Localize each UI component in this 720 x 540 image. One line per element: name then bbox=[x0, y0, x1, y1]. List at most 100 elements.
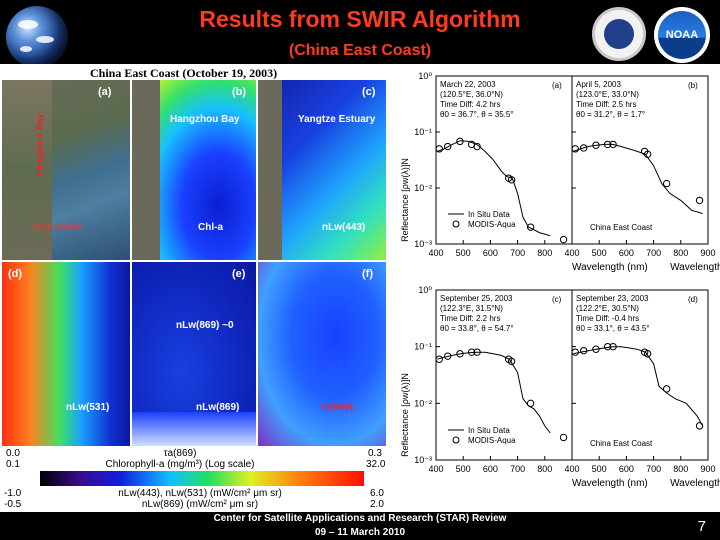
modis-point bbox=[579, 144, 588, 152]
legend-label: In Situ Data bbox=[468, 426, 510, 435]
legend-label: In Situ Data bbox=[468, 210, 510, 219]
modis-point bbox=[559, 433, 568, 442]
x-tick-label: 500 bbox=[592, 464, 607, 474]
x-tick-label: 700 bbox=[510, 248, 525, 258]
panel-b-name: Chl-a bbox=[198, 222, 223, 233]
y-tick-label: 10⁻¹ bbox=[414, 342, 432, 352]
colorbar-row4-left: -0.5 bbox=[4, 499, 22, 510]
chart-annotation: China East Coast bbox=[590, 223, 653, 232]
x-tick-label: 500 bbox=[592, 248, 607, 258]
chart-header-line: (122.3°E, 31.5°N) bbox=[440, 304, 503, 313]
x-tick-label: 800 bbox=[673, 248, 688, 258]
chart-header-line: θ0 = 33.1°, θ = 43.5° bbox=[576, 324, 650, 333]
legend-label: MODIS-Aqua bbox=[468, 220, 516, 229]
modis-point bbox=[526, 223, 535, 231]
panel-c-name: nLw(443) bbox=[322, 222, 366, 233]
chart-frame bbox=[571, 289, 709, 461]
y-tick-label: 10⁻¹ bbox=[414, 127, 432, 137]
x-axis-label: Wavelength (nm) bbox=[572, 262, 648, 273]
modis-point bbox=[571, 145, 579, 153]
panel-b-chl-a: (b) Hangzhou Bay Chl-a bbox=[132, 80, 256, 260]
modis-point bbox=[435, 355, 443, 363]
colorbar-row4-label: nLw(869) (mW/cm² μm sr) bbox=[142, 499, 258, 510]
footer: Center for Satellite Applications and Re… bbox=[0, 512, 720, 540]
figure-caption: China East Coast (October 19, 2003) bbox=[90, 66, 278, 80]
modis-point bbox=[507, 176, 516, 184]
x-tick-label: 600 bbox=[483, 464, 498, 474]
colorbar-row1-label: τa(869) bbox=[164, 448, 197, 459]
panel-e-letter: (e) bbox=[232, 268, 246, 280]
modis-point bbox=[443, 352, 452, 360]
colorbar-row3-right: 6.0 bbox=[370, 488, 384, 499]
page-number: 7 bbox=[697, 518, 706, 535]
x-tick-label: 400 bbox=[428, 464, 443, 474]
colorbar-row2-left: 0.1 bbox=[6, 459, 20, 470]
footer-line-2: 09 – 11 March 2010 bbox=[314, 527, 406, 538]
x-tick-label: 600 bbox=[619, 248, 634, 258]
panel-d-letter: (d) bbox=[8, 268, 23, 280]
legend-marker bbox=[452, 220, 460, 228]
chart-header-line: Time Diff: 2.2 hrs bbox=[440, 314, 500, 323]
chart-header-line: Time Diff: -0.4 hrs bbox=[576, 314, 639, 323]
modis-point bbox=[592, 141, 600, 149]
modis-point bbox=[435, 145, 443, 153]
colorbar-gradient bbox=[40, 471, 364, 486]
panel-e-annotation: nLw(869) ~0 bbox=[176, 320, 234, 331]
in-situ-line bbox=[437, 351, 551, 434]
x-tick-label: 900 bbox=[700, 248, 715, 258]
y-tick-label: 10⁻² bbox=[414, 183, 432, 193]
panel-d-name: nLw(531) bbox=[66, 402, 110, 413]
x-tick-label: 700 bbox=[646, 464, 661, 474]
panel-c-annotation: Yangtze Estuary bbox=[298, 114, 376, 125]
chart-header-line: September 25, 2003 bbox=[440, 294, 513, 303]
x-tick-label: 600 bbox=[619, 464, 634, 474]
y-axis-label: Reflectance [ρw(λ)]N bbox=[400, 158, 410, 242]
in-situ-line bbox=[573, 346, 704, 427]
modis-point bbox=[473, 348, 481, 356]
chart-frame bbox=[435, 75, 573, 245]
panel-a-true-color: (a) Hangzhou Bay True Color bbox=[2, 80, 130, 260]
modis-point bbox=[603, 140, 612, 149]
legend-label: MODIS-Aqua bbox=[468, 436, 516, 445]
panel-d-nlw531: (d) nLw(531) bbox=[2, 262, 130, 446]
modis-point bbox=[579, 346, 588, 355]
modis-point bbox=[695, 422, 704, 430]
chart-header-line: Time Diff: 4.2 hrs bbox=[440, 100, 500, 109]
colorbar-row1-right: 0.3 bbox=[368, 448, 382, 459]
footer-line-1: Center for Satellite Applications and Re… bbox=[213, 513, 507, 524]
modis-point bbox=[443, 142, 452, 151]
reflectance-charts: 10⁻³ 10⁻² 10⁻¹ 10⁰ 400 500 600 700 800 March 22, … bbox=[400, 71, 720, 489]
modis-point bbox=[526, 399, 535, 408]
x-tick-label: 400 bbox=[564, 248, 579, 258]
colorbar-legend: 0.0 τa(869) 0.3 0.1 Chlorophyll-a (mg/m³… bbox=[4, 448, 386, 510]
colorbar-row3-left: -1.0 bbox=[4, 488, 22, 499]
legend-marker bbox=[452, 436, 460, 444]
chart-header-line: September 23, 2003 bbox=[576, 294, 649, 303]
panel-e-nlw869: (e) nLw(869) ~0 nLw(869) bbox=[132, 262, 256, 446]
chart-panel-letter: (a) bbox=[552, 81, 562, 90]
modis-point bbox=[473, 142, 481, 151]
panel-c-letter: (c) bbox=[362, 86, 376, 98]
chart-annotation: China East Coast bbox=[590, 439, 653, 448]
modis-point bbox=[662, 179, 671, 188]
x-tick-label: 800 bbox=[537, 464, 552, 474]
modis-point bbox=[643, 150, 652, 158]
colorbar-row3-label: nLw(443), nLw(531) (mW/cm² μm sr) bbox=[118, 488, 282, 499]
chart-panel-letter: (c) bbox=[552, 295, 562, 304]
panel-f-letter: (f) bbox=[362, 268, 373, 280]
modis-point bbox=[609, 140, 617, 149]
panel-a-letter: (a) bbox=[98, 86, 112, 98]
modis-point bbox=[603, 342, 612, 351]
chart-header-line: θ0 = 31.2°, θ = 1.7° bbox=[576, 110, 645, 119]
x-tick-label: 700 bbox=[510, 464, 525, 474]
chart-panel-letter: (b) bbox=[688, 81, 698, 90]
x-axis-label: Wavelength (nm) bbox=[670, 478, 720, 489]
panel-a-annotation-1: Hangzhou Bay bbox=[34, 113, 45, 177]
slide-title: Results from SWIR Algorithm bbox=[199, 6, 521, 32]
x-axis-label: Wavelength (nm) bbox=[572, 478, 648, 489]
y-tick-label: 10⁻³ bbox=[414, 455, 432, 465]
modis-point bbox=[571, 348, 579, 356]
panel-f-name: τa(869) bbox=[320, 402, 354, 413]
x-tick-label: 700 bbox=[646, 248, 661, 258]
modis-point bbox=[467, 348, 476, 356]
